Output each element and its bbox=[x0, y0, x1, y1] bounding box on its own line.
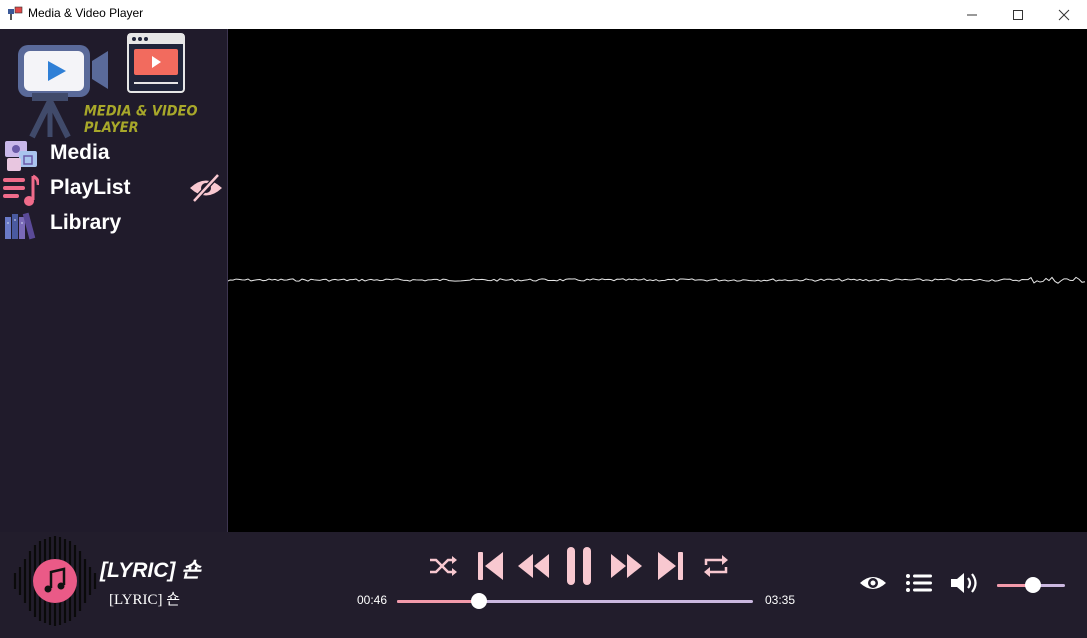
library-icon bbox=[3, 209, 39, 243]
eye-icon[interactable] bbox=[858, 566, 888, 600]
shuffle-icon[interactable] bbox=[426, 546, 460, 586]
queue-list-icon[interactable] bbox=[904, 566, 934, 600]
current-time: 00:46 bbox=[357, 593, 388, 607]
player-bar: [LYRIC] 숀 [LYRIC] 숀 bbox=[0, 532, 1087, 638]
fast-forward-icon[interactable] bbox=[609, 546, 645, 586]
music-note-icon bbox=[44, 567, 66, 593]
track-artist: [LYRIC] 숀 bbox=[109, 592, 181, 608]
volume-icon[interactable] bbox=[948, 566, 980, 600]
volume-level bbox=[997, 584, 1034, 587]
sidebar-item-label: Media bbox=[50, 141, 110, 164]
maximize-button[interactable] bbox=[995, 0, 1041, 29]
window-title: Media & Video Player bbox=[28, 6, 144, 20]
sidebar-item-label: Library bbox=[50, 211, 122, 234]
eye-slash-icon[interactable] bbox=[188, 173, 224, 203]
close-button[interactable] bbox=[1041, 0, 1087, 29]
playlist-icon bbox=[3, 174, 40, 208]
seek-progress bbox=[397, 600, 479, 603]
skip-previous-icon[interactable] bbox=[474, 546, 506, 586]
repeat-icon[interactable] bbox=[700, 546, 732, 586]
minimize-button[interactable] bbox=[949, 0, 995, 29]
volume-handle[interactable] bbox=[1025, 577, 1042, 593]
track-title: [LYRIC] 숀 bbox=[100, 559, 201, 582]
seek-bar[interactable] bbox=[397, 593, 753, 609]
total-time: 03:35 bbox=[765, 593, 796, 607]
sidebar-item-library[interactable]: Library bbox=[0, 208, 228, 242]
sidebar-item-playlist[interactable]: PlayList bbox=[0, 173, 228, 207]
app-logo bbox=[10, 31, 220, 139]
album-art bbox=[8, 536, 104, 626]
sidebar-item-media[interactable]: Media bbox=[0, 138, 228, 172]
logo-text: MEDIA & VIDEO PLAYER bbox=[84, 103, 198, 137]
sidebar: MEDIA & VIDEO PLAYER Media P bbox=[0, 29, 228, 532]
pause-icon[interactable] bbox=[563, 546, 595, 586]
skip-next-icon[interactable] bbox=[655, 546, 687, 586]
audio-waveform bbox=[227, 276, 1086, 284]
video-display[interactable] bbox=[227, 29, 1087, 532]
seek-handle[interactable] bbox=[470, 593, 487, 609]
title-bar: Media & Video Player bbox=[0, 0, 1087, 29]
app-icon bbox=[7, 6, 23, 22]
sidebar-item-label: PlayList bbox=[50, 176, 131, 199]
volume-slider[interactable] bbox=[997, 577, 1065, 593]
media-icon bbox=[3, 139, 39, 173]
rewind-icon[interactable] bbox=[515, 546, 551, 586]
